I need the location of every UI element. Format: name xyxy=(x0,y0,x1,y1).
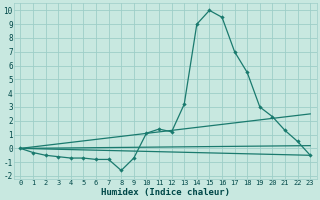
X-axis label: Humidex (Indice chaleur): Humidex (Indice chaleur) xyxy=(101,188,230,197)
